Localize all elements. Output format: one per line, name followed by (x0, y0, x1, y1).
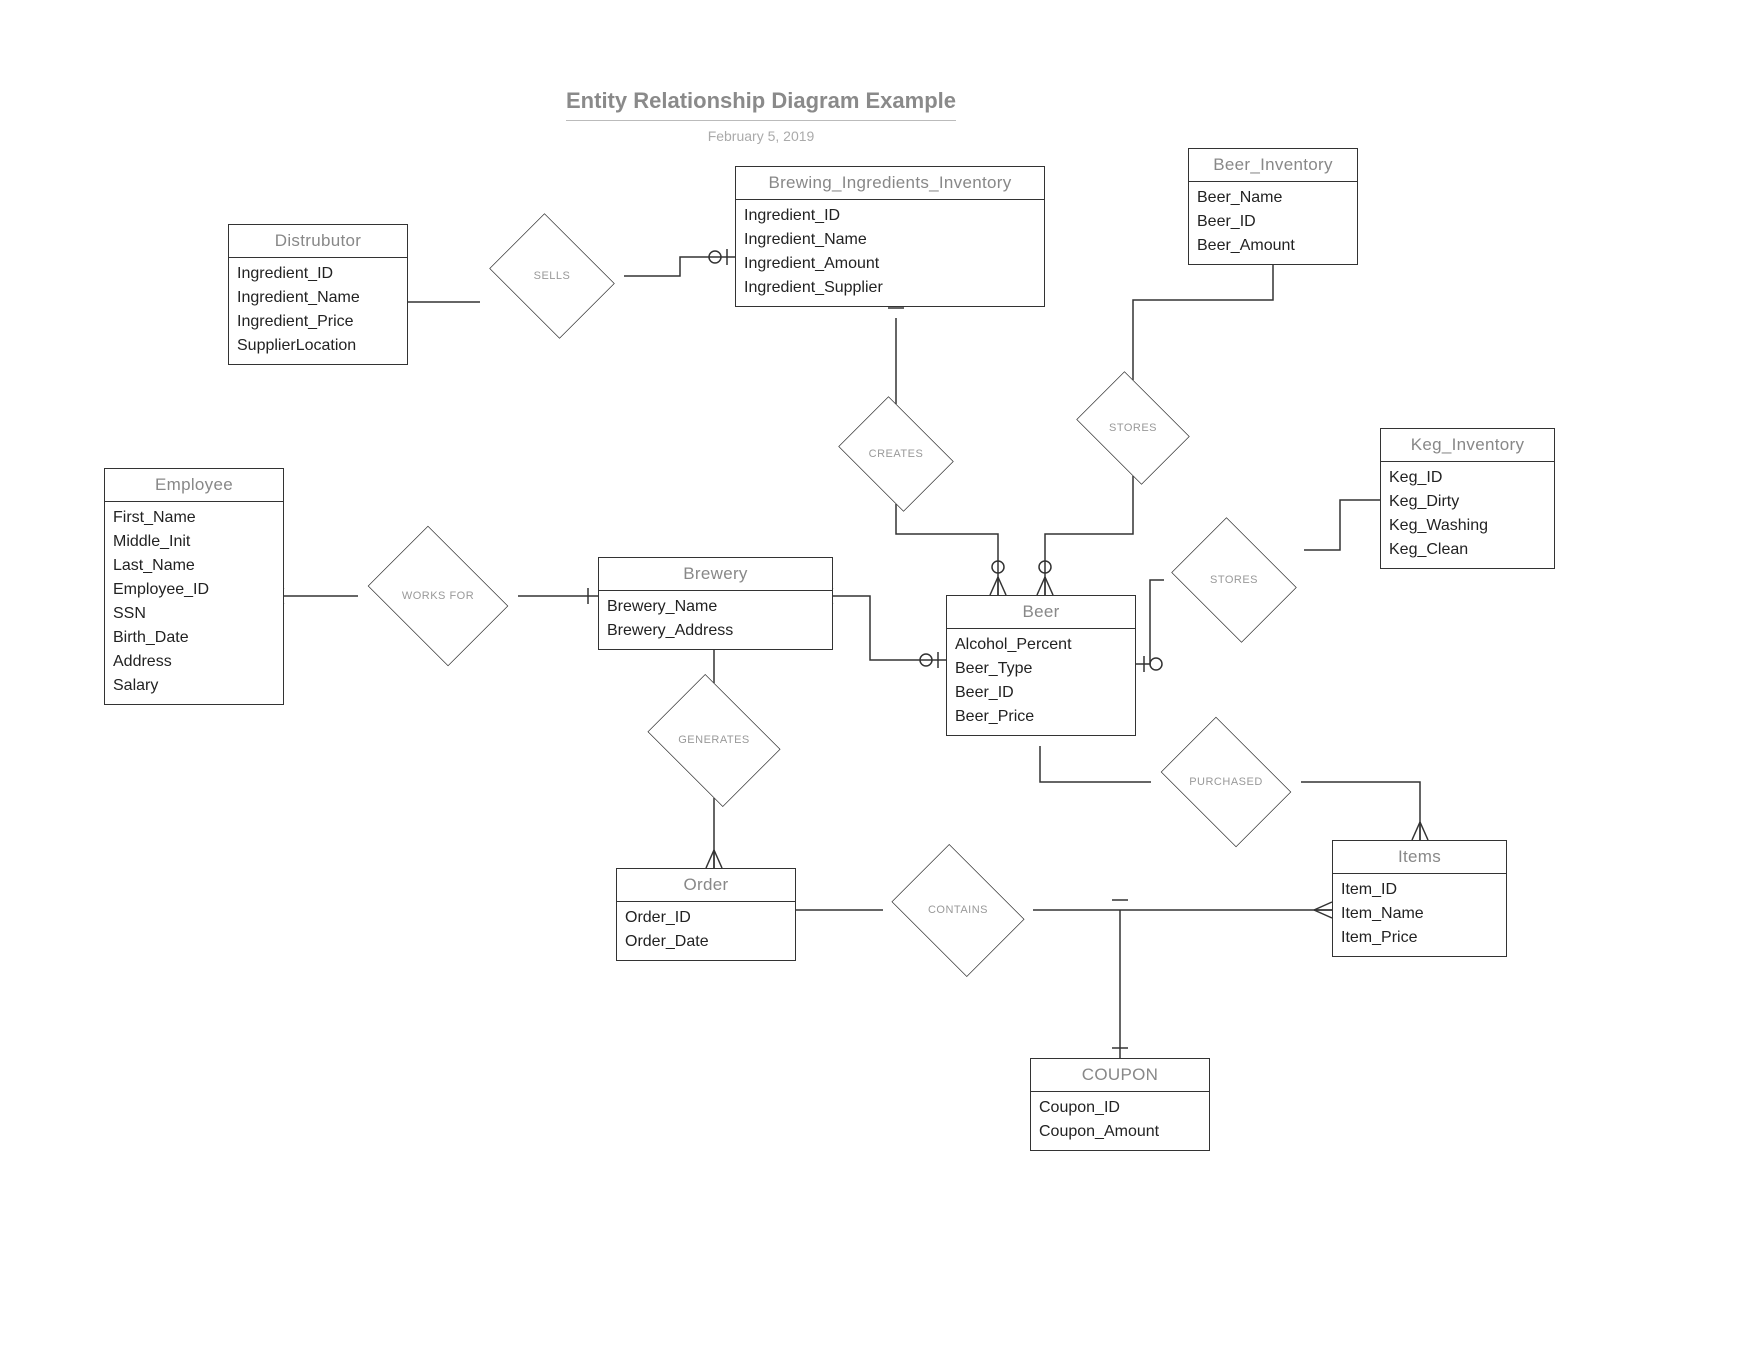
relationship-contains: CONTAINS (883, 853, 1033, 968)
entity-attrs: Ingredient_IDIngredient_NameIngredient_P… (229, 258, 407, 364)
entity-header: Beer_Inventory (1189, 149, 1357, 182)
entity-attrs: Ingredient_IDIngredient_NameIngredient_A… (736, 200, 1044, 306)
entity-attr: Keg_ID (1389, 466, 1546, 490)
relationship-purchased: PURCHASED (1151, 727, 1301, 837)
entity-employee: EmployeeFirst_NameMiddle_InitLast_NameEm… (104, 468, 284, 705)
relationship-stores1: STORES (1068, 380, 1198, 476)
entity-attr: Brewery_Address (607, 619, 824, 643)
entity-attr: Keg_Dirty (1389, 490, 1546, 514)
entity-brewing-ingredients-inventory: Brewing_Ingredients_InventoryIngredient_… (735, 166, 1045, 307)
entity-attr: Order_ID (625, 906, 787, 930)
entity-header: Distrubutor (229, 225, 407, 258)
entity-attrs: First_NameMiddle_InitLast_NameEmployee_I… (105, 502, 283, 704)
entity-attr: Ingredient_Price (237, 310, 399, 334)
relationship-label: GENERATES (678, 734, 750, 746)
relationship-label: CONTAINS (928, 904, 988, 916)
entity-attr: Employee_ID (113, 578, 275, 602)
entity-beer: BeerAlcohol_PercentBeer_TypeBeer_IDBeer_… (946, 595, 1136, 736)
relationship-sells: SELLS (482, 221, 622, 331)
diagram-date: February 5, 2019 (566, 128, 956, 144)
entity-header: Brewing_Ingredients_Inventory (736, 167, 1044, 200)
entity-attr: Ingredient_ID (744, 204, 1036, 228)
entity-header: Employee (105, 469, 283, 502)
entity-attrs: Item_IDItem_NameItem_Price (1333, 874, 1506, 956)
entity-attr: Alcohol_Percent (955, 633, 1127, 657)
entity-attr: Item_Name (1341, 902, 1498, 926)
entity-attr: SupplierLocation (237, 334, 399, 358)
entity-header: Keg_Inventory (1381, 429, 1554, 462)
entity-attr: Ingredient_Name (744, 228, 1036, 252)
entity-distributor: DistrubutorIngredient_IDIngredient_NameI… (228, 224, 408, 365)
entity-attr: Ingredient_Name (237, 286, 399, 310)
relationship-label: WORKS FOR (402, 590, 474, 602)
entity-attr: Beer_Type (955, 657, 1127, 681)
entity-attr: Order_Date (625, 930, 787, 954)
entity-keg-inventory: Keg_InventoryKeg_IDKeg_DirtyKeg_WashingK… (1380, 428, 1555, 569)
entity-attr: Salary (113, 674, 275, 698)
entity-attr: Address (113, 650, 275, 674)
entity-attr: Coupon_Amount (1039, 1120, 1201, 1144)
entity-attr: Coupon_ID (1039, 1096, 1201, 1120)
relationship-label: PURCHASED (1189, 776, 1263, 788)
entity-attrs: Keg_IDKeg_DirtyKeg_WashingKeg_Clean (1381, 462, 1554, 568)
entity-order: OrderOrder_IDOrder_Date (616, 868, 796, 961)
entity-brewery: BreweryBrewery_NameBrewery_Address (598, 557, 833, 650)
entity-attr: Birth_Date (113, 626, 275, 650)
entity-attrs: Brewery_NameBrewery_Address (599, 591, 832, 649)
entity-header: Brewery (599, 558, 832, 591)
entity-attr: Ingredient_Amount (744, 252, 1036, 276)
relationship-generates: GENERATES (639, 683, 789, 798)
entity-attrs: Order_IDOrder_Date (617, 902, 795, 960)
relationship-label: CREATES (869, 448, 924, 460)
relationship-label: STORES (1109, 422, 1157, 434)
entity-header: Order (617, 869, 795, 902)
entity-attr: Beer_Amount (1197, 234, 1349, 258)
entity-attr: Brewery_Name (607, 595, 824, 619)
entity-attr: Item_Price (1341, 926, 1498, 950)
relationship-label: STORES (1210, 574, 1258, 586)
diagram-title: Entity Relationship Diagram Example (566, 88, 956, 121)
entity-attr: Item_ID (1341, 878, 1498, 902)
relationship-creates: CREATES (831, 404, 961, 504)
entity-attr: First_Name (113, 506, 275, 530)
entity-attr: Beer_Name (1197, 186, 1349, 210)
entity-attrs: Coupon_IDCoupon_Amount (1031, 1092, 1209, 1150)
entity-attrs: Alcohol_PercentBeer_TypeBeer_IDBeer_Pric… (947, 629, 1135, 735)
entity-attr: Keg_Washing (1389, 514, 1546, 538)
entity-attr: Last_Name (113, 554, 275, 578)
entity-attr: Beer_Price (955, 705, 1127, 729)
entity-attrs: Beer_NameBeer_IDBeer_Amount (1189, 182, 1357, 264)
entity-attr: Ingredient_ID (237, 262, 399, 286)
relationship-stores2: STORES (1164, 525, 1304, 635)
entity-beer-inventory: Beer_InventoryBeer_NameBeer_IDBeer_Amoun… (1188, 148, 1358, 265)
entity-attr: Middle_Init (113, 530, 275, 554)
relationship-label: SELLS (534, 270, 571, 282)
entity-attr: Ingredient_Supplier (744, 276, 1036, 300)
relationship-works-for: WORKS FOR (358, 536, 518, 656)
er-diagram-canvas: Entity Relationship Diagram Example Febr… (0, 0, 1758, 1358)
entity-items: ItemsItem_IDItem_NameItem_Price (1332, 840, 1507, 957)
entity-attr: Beer_ID (1197, 210, 1349, 234)
entity-header: Beer (947, 596, 1135, 629)
entity-header: Items (1333, 841, 1506, 874)
entity-header: COUPON (1031, 1059, 1209, 1092)
entity-attr: SSN (113, 602, 275, 626)
entity-attr: Keg_Clean (1389, 538, 1546, 562)
entity-attr: Beer_ID (955, 681, 1127, 705)
entity-coupon: COUPONCoupon_IDCoupon_Amount (1030, 1058, 1210, 1151)
